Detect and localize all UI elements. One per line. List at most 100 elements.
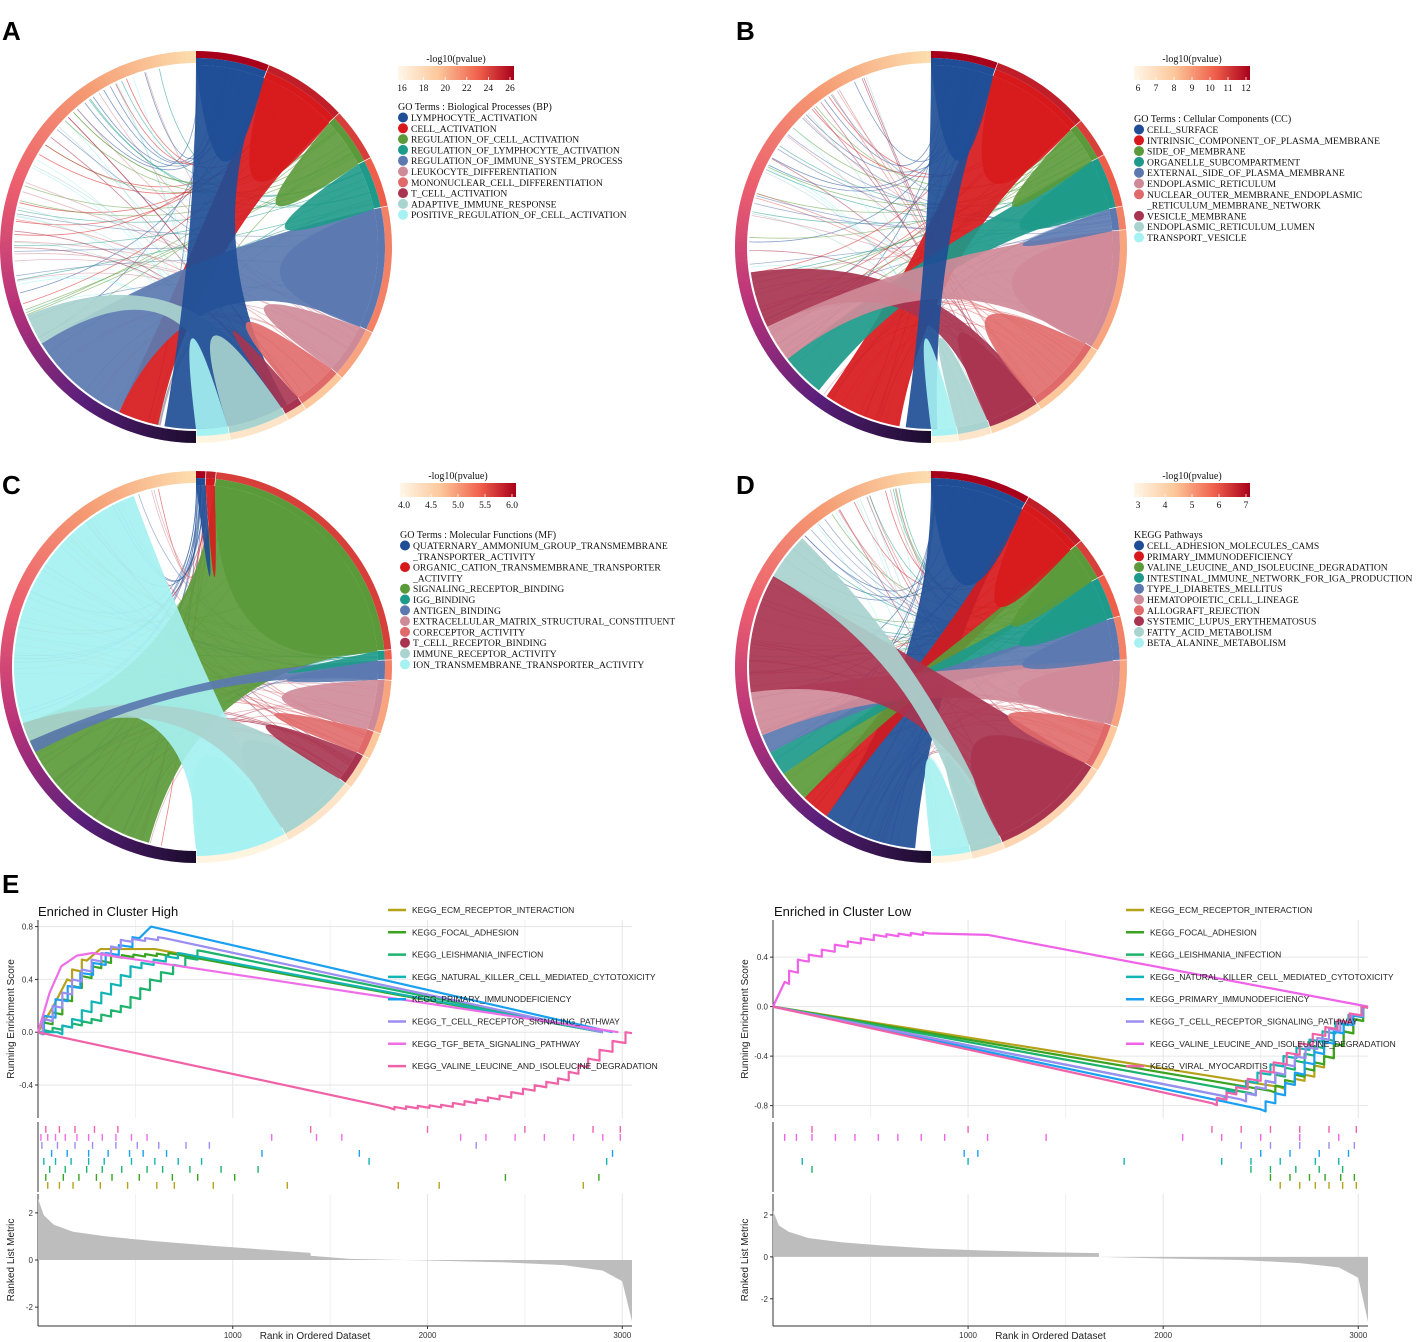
gene-ring-segment (735, 256, 748, 263)
gene-ring-segment (61, 521, 74, 534)
term-ring-pvalue (1025, 497, 1081, 546)
legend-term-label: CELL_SURFACE (1147, 125, 1218, 136)
pvalue-tick-label: 5.5 (479, 501, 491, 511)
gene-ring-segment (93, 823, 104, 837)
gene-ring-segment (875, 477, 884, 491)
legend-swatch (400, 637, 410, 648)
gene-ring-segment (185, 430, 192, 443)
legend-term-label: EXTRACELLULAR_MATRIX_STRUCTURAL_CONSTITU… (413, 617, 675, 628)
legend-term-label: REGULATION_OF_CELL_ACTIVATION (411, 135, 579, 146)
chord-diagram-a (0, 50, 392, 443)
gene-ring-segment (758, 568, 772, 580)
gene-ring-segment (72, 511, 85, 525)
term-arc (981, 75, 1071, 184)
term-ring-color (1085, 723, 1111, 767)
gene-ring-segment (111, 832, 122, 847)
gene-ring-segment (89, 499, 101, 513)
term-ring-color (215, 479, 385, 651)
term-ring-pvalue (931, 471, 1029, 503)
gene-ring-segment (855, 63, 866, 78)
gene-ring-segment (9, 723, 23, 733)
term-arc (1018, 660, 1114, 724)
gene-ring-segment (68, 94, 81, 108)
gene-ring-segment (828, 403, 839, 417)
pvalue-tick-label: 5 (1190, 501, 1195, 511)
pvalue-scale-title: -log10(pvalue) (426, 54, 485, 65)
pvalue-tick-label: 7 (1244, 501, 1249, 511)
gene-ring-segment (107, 489, 118, 504)
gene-ring-segment (803, 806, 816, 820)
gene-ring-segment (746, 308, 760, 318)
gene-ring-segment (135, 841, 144, 855)
es-series-line (37, 1031, 633, 1111)
gene-ring-segment (751, 741, 765, 752)
gene-ring-segment (14, 586, 29, 597)
gene-ring-segment (106, 830, 117, 844)
ranked-metric-area (773, 1210, 1368, 1322)
gene-ring-segment (37, 127, 51, 139)
term-ring-color (993, 69, 1076, 130)
legend-swatch (1134, 210, 1144, 221)
gene-ring-segment (851, 485, 861, 499)
gene-ring-segment (785, 369, 798, 382)
legend-term-label-cont: _ACTIVITY (412, 573, 463, 584)
gene-ring-segment (748, 171, 762, 182)
gene-ring-segment (795, 380, 808, 393)
gene-ring-segment (76, 508, 89, 522)
legend-swatch (398, 155, 408, 166)
term-ring-pvalue (384, 660, 392, 680)
term-ring-pvalue (1075, 121, 1104, 158)
legend-swatch (398, 198, 408, 209)
term-ring-color (931, 58, 996, 76)
es-y-axis-label: Running Enrichment Score (6, 959, 17, 1079)
gene-ring-segment (1, 265, 14, 273)
gene-ring-segment (915, 850, 922, 863)
term-arc (209, 335, 282, 427)
gene-ring-segment (16, 741, 30, 752)
gene-ring-segment (754, 577, 768, 588)
gene-ring-segment (792, 376, 805, 390)
legend-swatch (400, 659, 410, 670)
gene-ring-segment (88, 821, 100, 835)
term-ring-color (196, 58, 267, 79)
gene-ring-segment (98, 494, 109, 508)
gene-ring-segment (57, 796, 70, 810)
legend-term-label: ORGANIC_CATION_TRANSMEMBRANE_TRANSPORTER (413, 563, 661, 574)
term-arc (931, 65, 994, 161)
gene-ring-segment (23, 148, 37, 160)
es-y-tick-label: 0.4 (22, 975, 34, 984)
term-legend-b: GO Terms : Cellular Components (CC)CELL_… (1134, 114, 1380, 244)
gene-ring-segment (799, 517, 812, 531)
legend-swatch (398, 209, 408, 220)
gene-ring-segment (160, 473, 168, 487)
legend-term-label: SYSTEMIC_LUPUS_ERYTHEMATOSUS (1147, 617, 1316, 628)
gene-ring-segment (102, 408, 113, 422)
term-ring-pvalue (1097, 574, 1121, 618)
gene-ring-segment (7, 298, 22, 308)
gene-ring-segment (115, 834, 126, 849)
gene-ring-segment (860, 62, 870, 76)
term-ring-pvalue (364, 158, 388, 208)
x-tick-label: 2000 (419, 1331, 437, 1340)
gene-ring-segment (165, 848, 172, 862)
gene-ring-segment (46, 366, 60, 379)
legend-title: GO Terms : Biological Processes (BP) (398, 102, 552, 113)
legend-swatch (398, 134, 408, 145)
gene-ring-segment (756, 750, 770, 761)
term-ring-color (931, 427, 958, 436)
legend-term-label: LYMPHOCYTE_ACTIVATION (411, 113, 537, 124)
x-tick-label: 1000 (224, 1331, 242, 1340)
gene-ring-segment (763, 762, 777, 774)
es-y-tick-label: 0.4 (757, 953, 769, 962)
gene-ring-segment (144, 424, 154, 438)
term-arc (994, 509, 1071, 608)
gene-ring-segment (736, 685, 749, 693)
gene-ring-segment (781, 115, 795, 128)
es-y-tick-label: 0.0 (22, 1028, 34, 1037)
gene-ring-segment (815, 505, 828, 519)
legend-term-label: LEUKOCYTE_DIFFERENTIATION (411, 167, 557, 178)
gene-ring-segment (130, 840, 140, 854)
gene-ring-segment (778, 362, 792, 375)
gene-ring-segment (900, 472, 908, 486)
gene-ring-segment (735, 226, 749, 233)
